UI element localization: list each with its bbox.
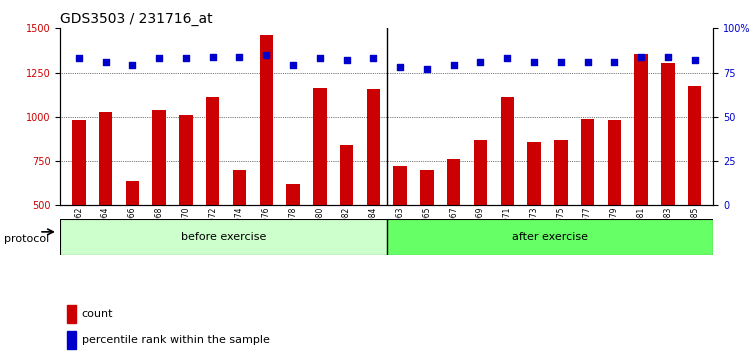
Bar [474,140,487,294]
Bar [340,145,353,294]
Point [608,59,620,65]
Bar [387,219,713,255]
Bar [233,170,246,294]
Point [180,56,192,61]
Point [73,56,85,61]
Point [207,54,219,59]
Bar [688,86,701,294]
Bar [581,119,594,294]
Bar [313,88,327,294]
Bar [152,110,166,294]
Bar [125,181,139,294]
Point [421,66,433,72]
Bar [179,115,192,294]
Point [234,54,246,59]
Point [367,56,379,61]
Bar [608,120,621,294]
Text: after exercise: after exercise [512,232,588,242]
Point [475,59,487,65]
Point [662,54,674,59]
Bar [421,170,433,294]
Bar [394,166,407,294]
Bar [501,97,514,294]
Point [394,64,406,70]
Text: count: count [82,309,113,319]
Bar [366,90,380,294]
Point [287,63,299,68]
Point [689,57,701,63]
Bar [635,54,648,294]
Point [153,56,165,61]
Point [100,59,112,65]
Bar [286,184,300,294]
Bar [206,97,219,294]
Bar [447,159,460,294]
Point [261,52,273,58]
Text: percentile rank within the sample: percentile rank within the sample [82,335,270,346]
Bar [554,140,568,294]
Bar [60,219,387,255]
Point [501,56,513,61]
Point [341,57,353,63]
Point [555,59,567,65]
Point [635,54,647,59]
Bar [661,63,674,294]
Point [314,56,326,61]
Bar [72,120,86,294]
Bar [67,331,76,349]
Bar [99,112,113,294]
Text: before exercise: before exercise [181,232,266,242]
Bar [67,305,76,323]
Point [581,59,593,65]
Text: GDS3503 / 231716_at: GDS3503 / 231716_at [60,12,213,26]
Point [448,63,460,68]
Point [126,63,138,68]
Bar [260,35,273,294]
Bar [527,142,541,294]
Point [528,59,540,65]
Text: protocol: protocol [4,234,49,244]
